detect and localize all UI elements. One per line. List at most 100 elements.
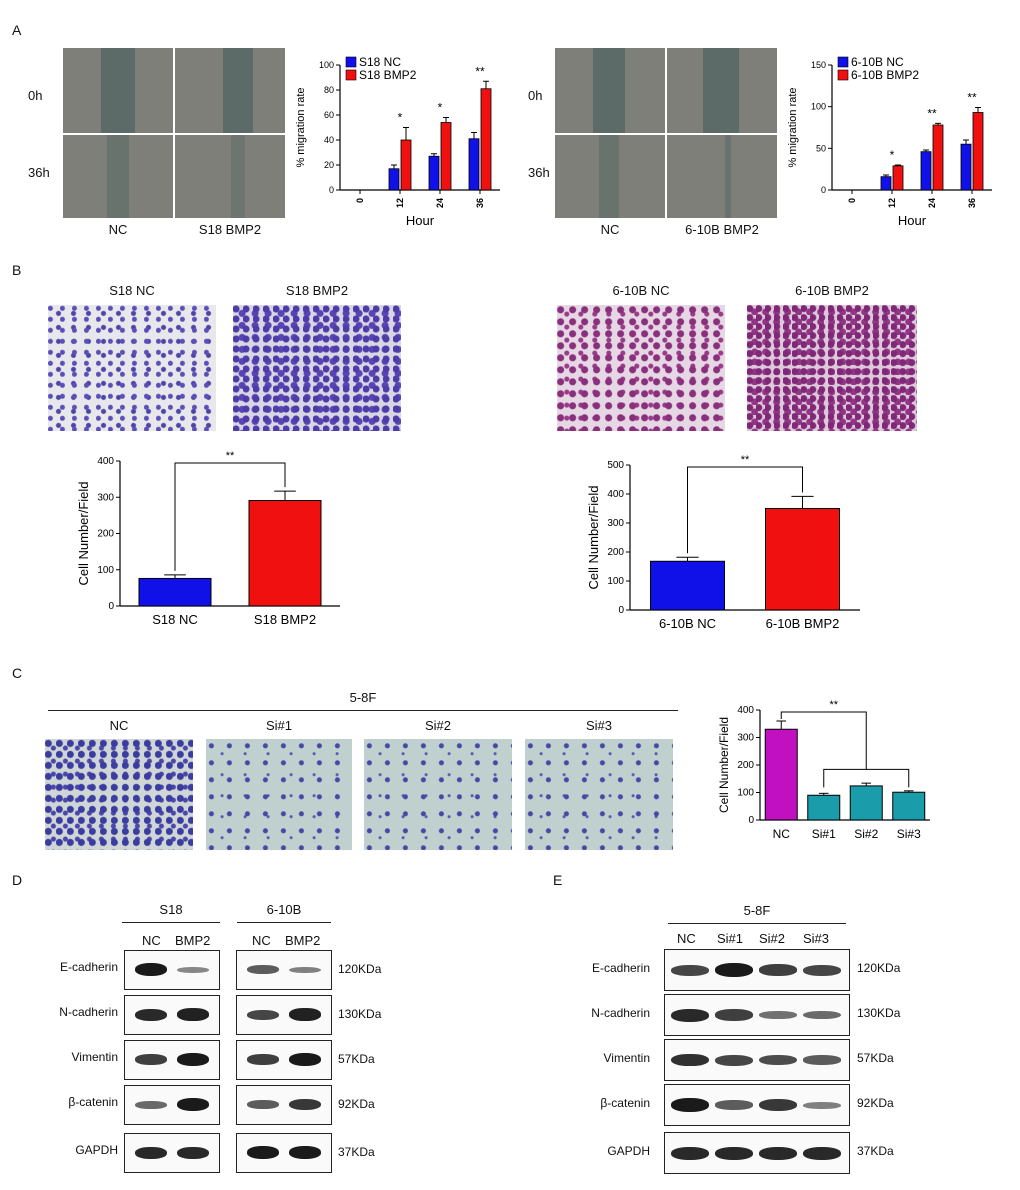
bar-6-10b-bmp2-24 <box>932 124 944 191</box>
y-tick-label: 100 <box>607 576 624 587</box>
y-tick-label: 100 <box>737 788 754 799</box>
bar-s18-nc-12 <box>388 168 400 191</box>
y-tick-label: 100 <box>319 60 334 70</box>
bar-s18-nc <box>138 577 212 607</box>
band <box>247 1054 279 1065</box>
y-tick-label: 100 <box>811 102 826 112</box>
band <box>759 1011 797 1019</box>
mw-label-e-cadherin: 120KDa <box>338 962 382 976</box>
significance-label: ** <box>475 64 485 78</box>
band <box>135 963 167 976</box>
y-tick-label: 400 <box>737 705 754 716</box>
transwell-image-s18-bmp2 <box>233 305 401 431</box>
x-tick-label: 0 <box>355 198 365 203</box>
band <box>803 1055 841 1065</box>
x-axis-label: Hour <box>898 213 927 228</box>
transwell-image-si2 <box>364 739 512 850</box>
image-label-610b-nc: 6-10B NC <box>612 283 670 298</box>
image-label-si3: Si#3 <box>585 718 613 733</box>
wound-image-610b-bmp2-0h <box>667 48 777 133</box>
bar-nc <box>764 728 798 821</box>
y-tick-label: 60 <box>324 110 334 120</box>
significance-label: ** <box>741 454 750 466</box>
y-tick-label: 100 <box>97 565 114 576</box>
chart-b1-invasion-s18: 0 100 200 300 400 Cell Number/Field S18 NC S18 … <box>76 450 340 627</box>
band <box>289 1099 321 1111</box>
band <box>289 1053 321 1066</box>
chart-b2-invasion-610b: 0 100 200 300 400 500 Cell Number/Field 6-10B N… <box>586 454 860 631</box>
blot-5-8f-n-cadherin <box>664 994 850 1036</box>
band <box>177 1053 209 1066</box>
chart-a2-migration-610b: 0 50 100 150 % migration rate 0 12 * 24 ** 36 ** Hou… <box>787 55 992 228</box>
bar-si-1 <box>807 794 841 821</box>
band <box>715 963 753 977</box>
wound-image-610b-nc-36h <box>555 135 665 218</box>
col-label-nc-right: NC <box>600 222 620 237</box>
band <box>247 1100 279 1110</box>
transwell-image-s18-nc <box>48 305 216 431</box>
lane-label-bmp2-s18: BMP2 <box>175 933 211 948</box>
x-tick-label: 12 <box>395 198 405 208</box>
wound-image-610b-nc-0h <box>555 48 665 133</box>
si-group-bracket <box>823 768 910 788</box>
image-label-s18-bmp2: S18 BMP2 <box>285 283 349 298</box>
y-tick-label: 200 <box>737 760 754 771</box>
col-label-s18-bmp2: S18 BMP2 <box>198 222 262 237</box>
legend-swatch <box>837 69 849 81</box>
blot-610b--catenin <box>236 1085 332 1125</box>
row-label-0h-right: 0h <box>528 88 543 103</box>
bar-s18-bmp2 <box>248 500 322 607</box>
bar-si-3 <box>892 791 926 821</box>
col-label-610b-bmp2: 6-10B BMP2 <box>685 222 759 237</box>
x-tick-label: 36 <box>475 198 485 208</box>
band <box>135 1054 167 1065</box>
band <box>803 1146 841 1160</box>
lane-label-si3-e: Si#3 <box>803 931 830 946</box>
band <box>177 1098 209 1111</box>
blot-s18-vimentin <box>124 1040 220 1080</box>
panel-label-b: B <box>12 262 22 278</box>
y-tick-label: 500 <box>607 460 624 471</box>
lane-label-si1-e: Si#1 <box>717 931 744 946</box>
y-tick-label: 200 <box>97 529 114 540</box>
y-tick-label: 40 <box>324 135 334 145</box>
significance-label: ** <box>226 450 235 462</box>
band <box>247 1009 279 1020</box>
mw-label-gapdh: 37KDa <box>338 1145 375 1159</box>
legend-swatch <box>345 69 357 81</box>
mw-label-n-cadherin: 130KDa <box>338 1007 382 1021</box>
y-tick-label: 0 <box>748 815 754 826</box>
bar-s18-nc-24 <box>428 155 440 191</box>
image-label-s18-nc: S18 NC <box>109 283 155 298</box>
band <box>671 1146 709 1160</box>
band <box>759 1054 797 1066</box>
legend-swatch <box>837 56 849 68</box>
lane-label-nc-s18: NC <box>142 933 161 948</box>
blot-s18-gapdh <box>124 1133 220 1173</box>
band <box>247 1146 279 1159</box>
mw-label-e-gapdh: 37KDa <box>857 1144 894 1158</box>
protein-label-e--catenin: β-catenin <box>600 1096 650 1110</box>
y-tick-label: 50 <box>816 143 826 153</box>
row-label-36h-right: 36h <box>528 165 550 180</box>
y-tick-label: 0 <box>618 605 624 616</box>
blot-group-s18: S18 <box>159 902 183 917</box>
blot-5-8f-vimentin <box>664 1039 850 1081</box>
x-tick-label: 12 <box>887 198 897 208</box>
band <box>247 965 279 975</box>
protein-label-e-gapdh: GAPDH <box>607 1144 650 1158</box>
band <box>289 1146 321 1159</box>
bar-s18-bmp2-24 <box>440 122 452 191</box>
mw-label-e--catenin: 92KDa <box>857 1096 894 1110</box>
image-label-nc-c: NC <box>109 718 129 733</box>
col-label-nc: NC <box>108 222 128 237</box>
significance-label: ** <box>967 91 977 105</box>
y-tick-label: 0 <box>108 601 114 612</box>
panel-label-d: D <box>12 872 23 888</box>
x-tick-label: 6-10B NC <box>659 616 716 631</box>
bar-s18-bmp2-36 <box>480 88 492 191</box>
blot-5-8f--catenin <box>664 1084 850 1126</box>
band <box>759 1146 797 1160</box>
chart-a1-migration-s18: 0 20 40 60 80 100 % migration rate 0 12 * 24 * 36 ** H… <box>295 55 500 228</box>
y-tick-label: 400 <box>97 456 114 467</box>
